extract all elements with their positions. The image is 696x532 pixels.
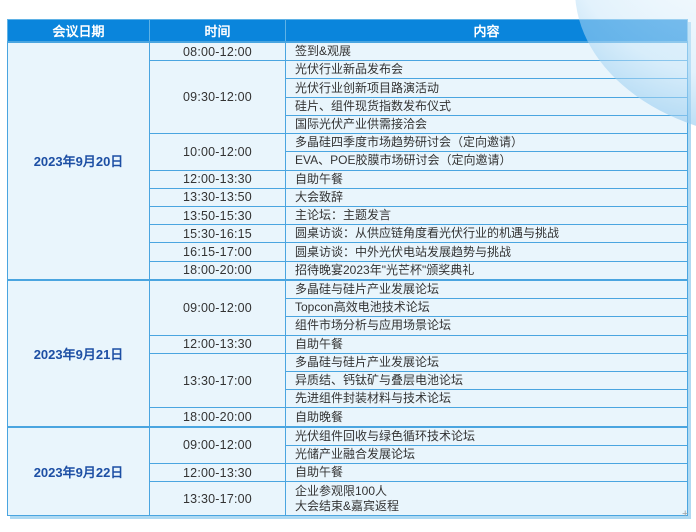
table-row: 光储产业融合发展论坛: [8, 444, 688, 465]
content-cell: 国际光伏产业供需接洽会: [285, 114, 688, 135]
content-cell: 大会致辞: [285, 187, 688, 207]
time-cell: 09:30-12:00: [149, 60, 286, 135]
time-cell: 16:15-17:00: [149, 242, 286, 262]
content-cell: 光伏行业新品发布会: [285, 60, 688, 80]
time-cell: 15:30-16:15: [149, 224, 286, 244]
content-cell: 自助午餐: [285, 463, 688, 483]
content-cell: 光伏组件回收与绿色循环技术论坛: [285, 425, 688, 446]
table-row: 2023年9月20日 08:00-12:00 签到&观展: [7, 41, 688, 281]
time-cell: 09:00-12:00: [149, 425, 286, 465]
time-cell: 13:30-13:50: [149, 187, 286, 207]
column-header-time: 时间: [149, 19, 286, 43]
table-row: 12:00-13:30 自助午餐: [8, 463, 688, 483]
content-cell: 主论坛：主题发言: [285, 205, 688, 226]
content-cell: 硅片、组件现货指数发布仪式: [285, 96, 688, 116]
table-row: 13:30-17:00 多晶硅与硅片产业发展论坛: [8, 352, 688, 409]
content-cell: 企业参观限100人 大会结束&嘉宾返程: [285, 481, 688, 516]
content-cell: EVA、POE胶膜市场研讨会（定向邀请）: [285, 151, 688, 171]
time-cell: 09:00-12:00: [149, 278, 286, 336]
table-row: 13:30-17:00 企业参观限100人 大会结束&嘉宾返程: [8, 481, 688, 516]
content-cell: 先进组件封装材料与技术论坛: [285, 389, 688, 409]
date-cell: 2023年9月20日: [7, 41, 150, 281]
time-cell: 08:00-12:00: [149, 41, 286, 62]
time-cell: 12:00-13:30: [149, 169, 286, 189]
table-row: 12:00-13:30 自助午餐: [8, 334, 688, 354]
table-row: 18:00-20:00 自助晚餐: [8, 407, 688, 428]
time-cell: 12:00-13:30: [149, 334, 286, 354]
date-cell: 2023年9月21日: [7, 278, 150, 428]
table-row: 18:00-20:00 招待晚宴2023年"光芒杯"颁奖典礼: [8, 260, 688, 281]
table-row: 2023年9月21日 09:00-12:00 多晶硅与硅片产业发展论坛: [7, 278, 688, 428]
time-cell: 13:30-17:00: [149, 481, 286, 516]
table-header-row: 会议日期 时间 内容: [7, 19, 688, 43]
content-cell: 圆桌访谈：中外光伏电站发展趋势与挑战: [285, 242, 688, 262]
conference-schedule-table: 会议日期 时间 内容 2023年9月20日 08:00-12:00 签到&观展 09:…: [7, 19, 688, 516]
content-cell: 光伏行业创新项目路演活动: [285, 78, 688, 98]
time-cell: 13:50-15:30: [149, 205, 286, 226]
time-cell: 18:00-20:00: [149, 407, 286, 428]
content-cell: Topcon高效电池技术论坛: [285, 298, 688, 318]
column-header-content: 内容: [285, 19, 688, 43]
table-row: 13:30-13:50 大会致辞: [8, 187, 688, 207]
content-cell: 异质结、钙钛矿与叠层电池论坛: [285, 370, 688, 391]
content-cell: 圆桌访谈：从供应链角度看光伏行业的机遇与挑战: [285, 224, 688, 244]
content-cell: 招待晚宴2023年"光芒杯"颁奖典礼: [285, 260, 688, 281]
table-row: 先进组件封装材料与技术论坛: [8, 389, 688, 409]
content-cell: 组件市场分析与应用场景论坛: [285, 316, 688, 336]
content-cell: 签到&观展: [285, 41, 688, 62]
content-cell: 自助晚餐: [285, 407, 688, 428]
time-cell: 10:00-12:00: [149, 133, 286, 171]
date-cell: 2023年9月22日: [7, 425, 150, 516]
table-row: 异质结、钙钛矿与叠层电池论坛: [8, 370, 688, 391]
content-cell: 自助午餐: [285, 169, 688, 189]
table-row: 13:50-15:30 主论坛：主题发言: [8, 205, 688, 226]
column-header-date: 会议日期: [7, 19, 150, 43]
content-cell: 光储产业融合发展论坛: [285, 444, 688, 465]
time-cell: 18:00-20:00: [149, 260, 286, 281]
schedule-body: 2023年9月20日 08:00-12:00 签到&观展 09:30-12:00 光伏行…: [7, 41, 688, 516]
content-cell: 多晶硅与硅片产业发展论坛: [285, 278, 688, 300]
table-row: 12:00-13:30 自助午餐: [8, 169, 688, 189]
time-cell: 12:00-13:30: [149, 463, 286, 483]
table-row: 16:15-17:00 圆桌访谈：中外光伏电站发展趋势与挑战: [8, 242, 688, 262]
table-row: 2023年9月22日 09:00-12:00 光伏组件回收与绿色循环技术论坛: [7, 425, 688, 516]
content-cell: 自助午餐: [285, 334, 688, 354]
time-cell: 13:30-17:00: [149, 352, 286, 409]
table-row: 10:00-12:00 多晶硅四季度市场趋势研讨会（定向邀请）: [8, 133, 688, 171]
content-cell: 多晶硅四季度市场趋势研讨会（定向邀请）: [285, 133, 688, 153]
content-cell: 多晶硅与硅片产业发展论坛: [285, 352, 688, 372]
